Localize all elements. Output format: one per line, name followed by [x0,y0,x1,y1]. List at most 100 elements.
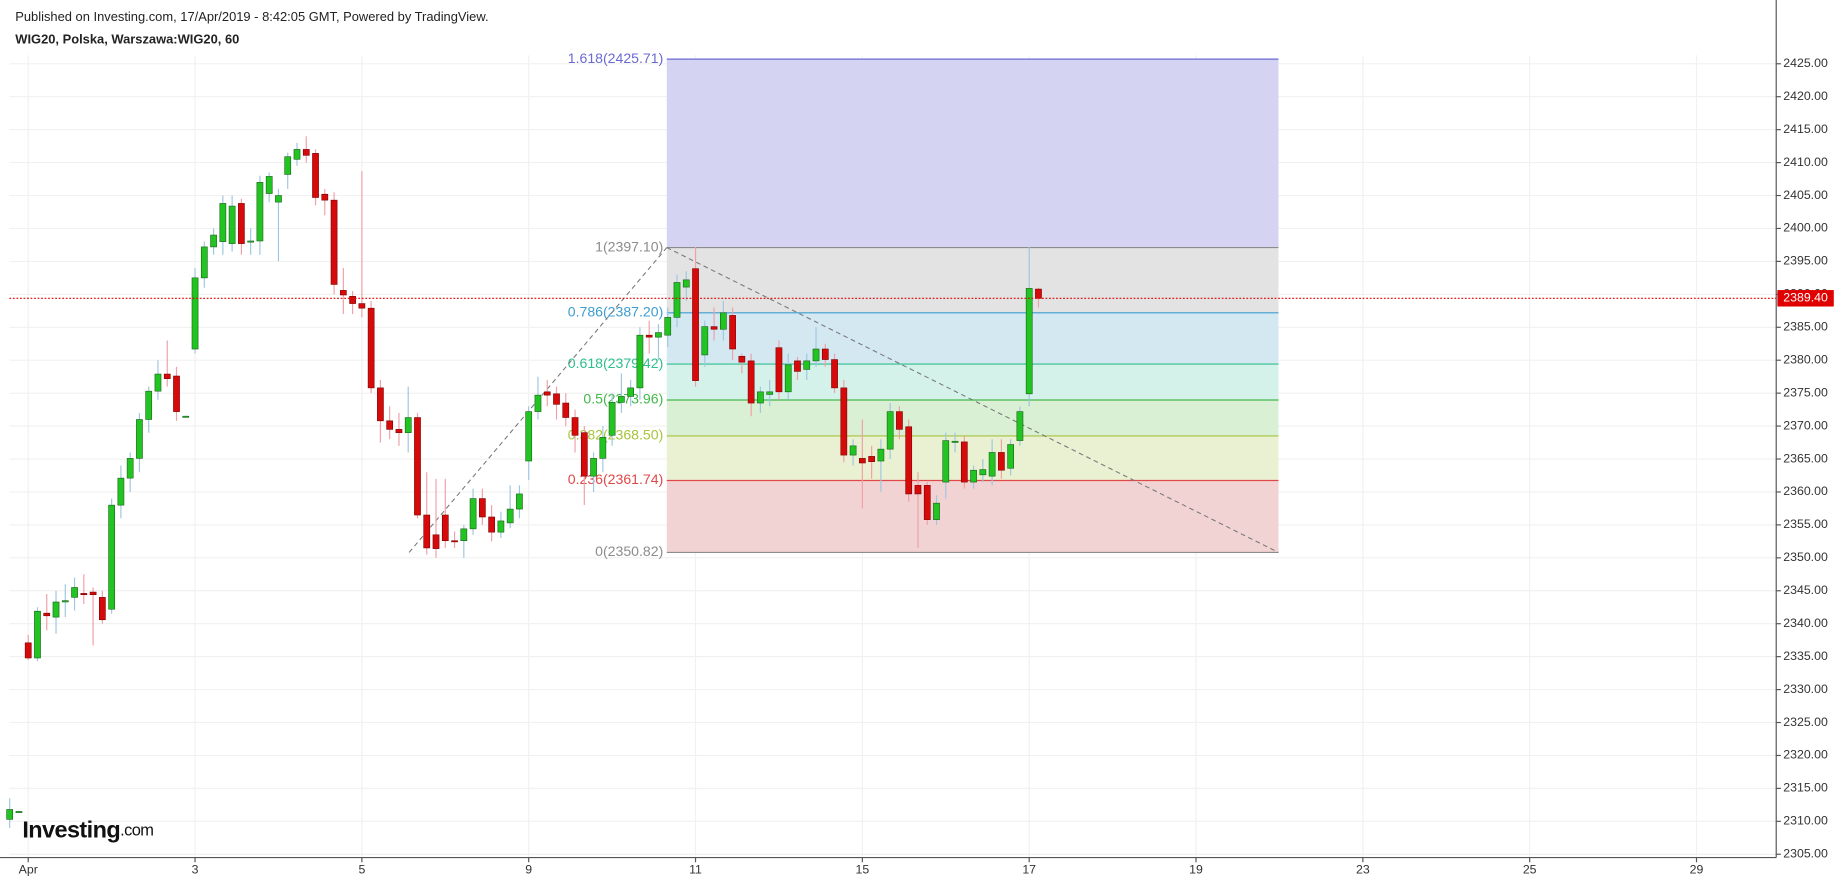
candle-body [349,296,356,304]
candle-body [821,348,829,360]
y-tick-label: 2410.00 [1783,155,1828,169]
candle-body [43,612,51,617]
candle-body [618,396,625,403]
candle-body [923,485,931,520]
candle-body [80,593,88,596]
candle-body [497,520,505,533]
candle-body [905,426,913,495]
candle-body [99,597,106,621]
candle-body [460,528,468,542]
last-price-badge [1777,290,1834,307]
x-tick-label: 5 [358,863,365,877]
candle-body [812,348,820,362]
symbol-title: WIG20, Polska, Warszawa:WIG20, 60 [15,31,239,46]
candle-body [1035,288,1042,299]
y-tick-label: 2370.00 [1783,418,1828,432]
candle-body [645,334,653,338]
x-tick-label: Apr [19,863,38,877]
candle-body [738,355,746,363]
fib-band [666,247,1279,313]
candle-body [395,429,403,433]
y-tick-label: 2385.00 [1783,320,1828,334]
candle-body [321,193,329,201]
candle-body [441,514,449,542]
candle-body [238,203,245,244]
candle-body [655,332,662,338]
candle-body [386,420,394,430]
y-tick-label: 2420.00 [1783,89,1828,103]
candle-body [293,149,301,160]
candle-body [998,452,1005,471]
y-tick-label: 2310.00 [1783,814,1828,828]
candle-body [627,387,635,397]
candle-body [479,498,486,518]
candle-body [210,234,217,248]
candle-body [784,364,792,393]
y-tick-label: 2340.00 [1783,616,1828,630]
candle-body [525,411,533,462]
candle-body [228,205,236,244]
candle-body [191,277,199,350]
fib-level-label: 0.786(2387.20) [568,304,664,320]
candle-body [868,456,875,462]
y-tick-label: 2380.00 [1783,352,1828,366]
candle-body [803,360,811,370]
candle-body [145,390,153,420]
candle-body [256,182,264,242]
candle-body [877,448,885,462]
y-tick-label: 2315.00 [1783,781,1828,795]
candle-body [15,811,23,813]
candle-body [423,514,431,549]
x-tick-label: 17 [1022,863,1036,877]
y-tick-label: 2375.00 [1783,385,1828,399]
candle-body [692,268,699,381]
y-tick-label: 2350.00 [1783,550,1828,564]
candle-body [599,436,607,459]
candle-body [590,458,597,477]
candle-body [543,391,551,396]
candle-body [126,458,134,479]
candle-body [200,246,208,279]
logo-suffix: .com [120,822,153,840]
candle-body [534,394,542,412]
x-tick-label: 25 [1523,863,1537,877]
candle-body [960,441,968,483]
trend-line [666,247,1279,553]
candle-body [163,373,171,379]
y-tick-label: 2425.00 [1783,56,1828,70]
logo: Investing.com [22,817,153,843]
candle-body [757,391,764,404]
candle-body [673,282,681,318]
candle-body [1025,288,1033,395]
x-tick-label: 23 [1356,863,1370,877]
candle-body [173,375,180,412]
candle-body [275,195,282,203]
fib-level-label: 1(2397.10) [595,238,663,254]
y-tick-label: 2305.00 [1783,847,1828,861]
y-tick-label: 2415.00 [1783,122,1828,136]
x-tick-label: 29 [1690,863,1704,877]
candle-body [302,149,310,156]
candle-body [404,417,412,433]
y-tick-label: 2330.00 [1783,682,1828,696]
candle-body [1016,411,1024,441]
fib-level-label: 0.618(2379.42) [568,355,664,371]
candle-body [553,393,560,405]
candle-body [219,203,227,242]
candle-body [506,508,514,524]
candle-body [886,411,894,450]
candle-body [933,502,940,520]
candle-body [432,534,440,549]
y-tick-label: 2405.00 [1783,188,1828,202]
candle-body [117,477,125,506]
y-tick-label: 2335.00 [1783,649,1828,663]
candle-body [701,326,709,356]
candle-body [312,153,319,198]
x-tick-label: 15 [856,863,870,877]
candle-body [664,317,672,336]
candle-body [831,359,838,389]
candle-body [766,391,774,395]
candle-body [636,334,644,389]
